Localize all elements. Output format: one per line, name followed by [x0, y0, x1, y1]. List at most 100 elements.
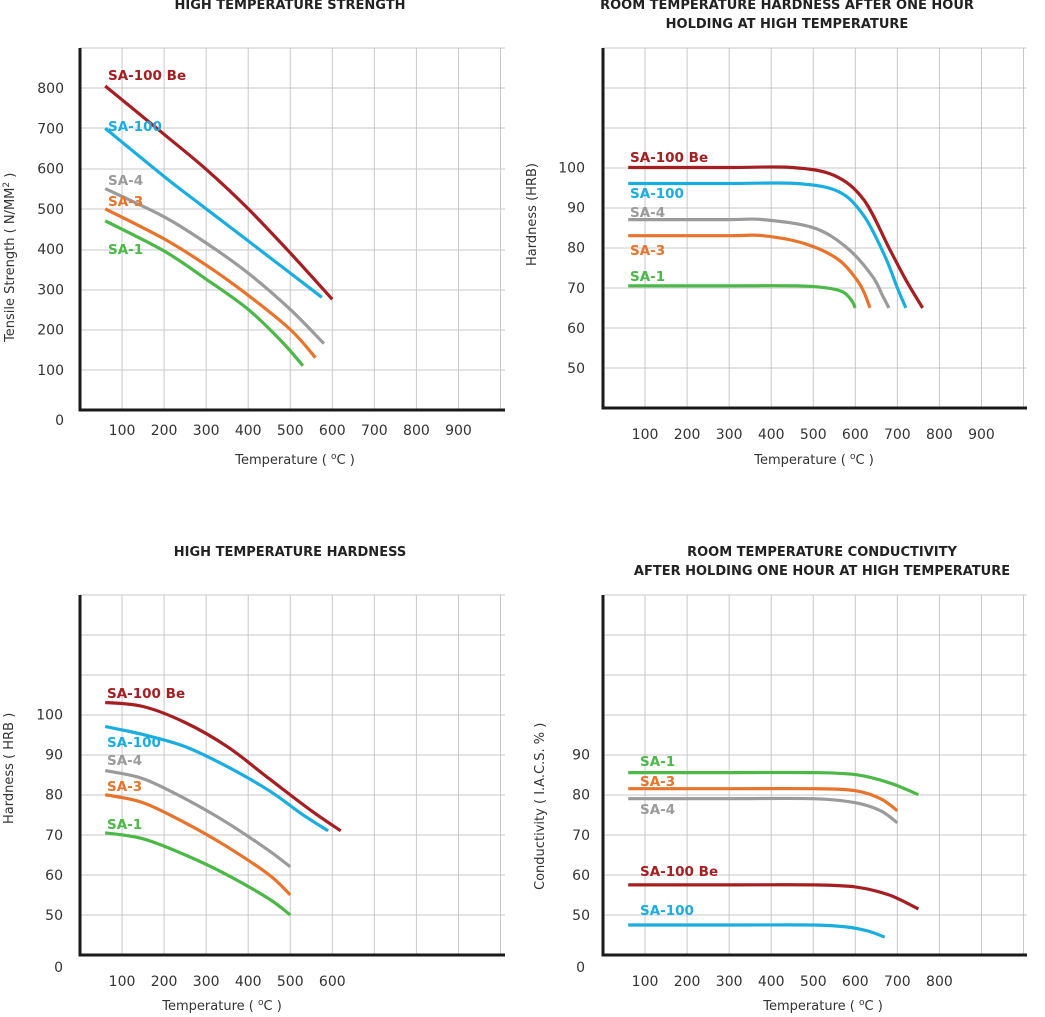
series-label-sa-1: SA-1 — [640, 754, 675, 770]
x-tick-label: 500 — [800, 427, 827, 443]
chart-title-line: ROOM TEMPERATURE HARDNESS AFTER ONE HOUR — [600, 0, 974, 13]
x-tick-label: 800 — [926, 974, 953, 990]
x-tick-label: 500 — [277, 974, 304, 990]
series-line-sa-100-be — [104, 84, 334, 301]
y-tick-label: 100 — [558, 161, 585, 177]
series-line-sa-100 — [104, 127, 323, 299]
plot-area: 100 200 300 400 500 600 700 800 50 60 70 80 90 0 SA-1 S… — [572, 594, 1027, 990]
y-tick-label: 100 — [36, 708, 63, 724]
x-tick-label: 400 — [235, 974, 262, 990]
plot-area: 100 200 300 400 500 600 700 800 900 50 60 70 80 90 100… — [558, 47, 1027, 443]
x-axis-label: Temperature ( oC ) — [754, 452, 874, 468]
chart-title-line: HIGH TEMPERATURE HARDNESS — [173, 545, 407, 560]
series-line-sa-3 — [628, 786, 899, 813]
series-line-sa-4 — [104, 769, 292, 869]
x-tick-label: 300 — [193, 423, 220, 439]
y-origin-label: 0 — [54, 960, 63, 976]
y-tick-label: 90 — [572, 748, 590, 764]
x-tick-label: 200 — [674, 974, 701, 990]
x-tick-label: 800 — [403, 423, 430, 439]
x-tick-label: 700 — [361, 423, 388, 439]
x-tick-label: 500 — [800, 974, 827, 990]
y-axis-label: Hardness ( HRB ) — [2, 712, 17, 824]
x-axis-label: Temperature ( oC ) — [763, 998, 883, 1014]
series-line-sa-3 — [628, 233, 872, 309]
chart-high-temperature-strength: HIGH TEMPERATURE STRENGTH 100 200 300 400 50… — [0, 0, 520, 500]
x-tick-label: 200 — [674, 427, 701, 443]
y-tick-label: 50 — [572, 908, 590, 924]
x-tick-label: 200 — [151, 423, 178, 439]
series-line-sa-1 — [628, 284, 857, 309]
y-tick-label: 70 — [572, 828, 590, 844]
x-tick-label: 600 — [842, 427, 869, 443]
series-line-sa-100 — [104, 724, 329, 833]
y-tick-label: 70 — [567, 281, 585, 297]
x-tick-label: 900 — [968, 427, 995, 443]
y-tick-label: 80 — [45, 788, 63, 804]
x-tick-label: 100 — [632, 427, 659, 443]
chart-room-temperature-conductivity: ROOM TEMPERATURE CONDUCTIVITY AFTER HOLD… — [522, 510, 1045, 1017]
x-tick-label: 600 — [319, 423, 346, 439]
series-line-sa-1 — [104, 219, 305, 367]
series-line-sa-100-be — [628, 883, 920, 911]
y-tick-label: 600 — [37, 162, 64, 178]
y-tick-label: 100 — [37, 363, 64, 379]
x-tick-label: 100 — [109, 423, 136, 439]
series-line-sa-3 — [104, 207, 317, 359]
x-axis-label: Temperature ( oC ) — [162, 998, 282, 1014]
chart-title-line: AFTER HOLDING ONE HOUR AT HIGH TEMPERATU… — [633, 564, 1011, 579]
y-tick-label: 80 — [567, 241, 585, 257]
x-tick-label: 300 — [716, 974, 743, 990]
x-tick-label: 400 — [758, 974, 785, 990]
x-tick-label: 700 — [884, 974, 911, 990]
y-tick-label: 700 — [37, 121, 64, 137]
y-axis-label: Tensile Strength ( N/MM2 ) — [2, 172, 18, 342]
x-tick-label: 600 — [842, 974, 869, 990]
y-tick-label: 80 — [572, 788, 590, 804]
series-label-sa-100-be: SA-100 Be — [107, 686, 185, 702]
y-tick-label: 0 — [55, 413, 64, 429]
series-label-sa-1: SA-1 — [108, 242, 143, 258]
y-tick-label: 500 — [37, 202, 64, 218]
series-label-sa-100-be: SA-100 Be — [108, 68, 186, 84]
y-tick-label: 60 — [572, 868, 590, 884]
y-tick-label: 60 — [567, 321, 585, 337]
chart-title-line: HIGH TEMPERATURE STRENGTH — [174, 0, 406, 13]
series-label-sa-1: SA-1 — [630, 269, 665, 285]
x-tick-label: 900 — [445, 423, 472, 439]
x-tick-label: 800 — [926, 427, 953, 443]
series-label-sa-4: SA-4 — [108, 173, 143, 189]
series-label-sa-4: SA-4 — [107, 753, 142, 769]
y-tick-label: 90 — [567, 201, 585, 217]
x-tick-label: 500 — [277, 423, 304, 439]
x-tick-label: 100 — [632, 974, 659, 990]
chart-title: ROOM TEMPERATURE CONDUCTIVITY AFTER HOLD… — [572, 543, 1045, 581]
y-tick-label: 50 — [45, 908, 63, 924]
chart-title-line: ROOM TEMPERATURE CONDUCTIVITY — [687, 545, 957, 560]
series-label-sa-3: SA-3 — [640, 774, 675, 790]
chart-room-temperature-hardness: ROOM TEMPERATURE HARDNESS AFTER ONE HOUR… — [522, 0, 1045, 500]
series-line-sa-1 — [104, 831, 292, 917]
y-tick-label: 90 — [45, 748, 63, 764]
series-line-sa-1 — [628, 770, 920, 797]
series-label-sa-4: SA-4 — [640, 802, 675, 818]
plot-area: 100 200 300 400 500 600 700 800 900 0 100 200 300 400… — [37, 47, 505, 439]
y-axis-label: Conductivity ( I.A.C.S. % ) — [533, 722, 548, 890]
series-label-sa-3: SA-3 — [630, 243, 665, 259]
y-tick-label: 50 — [567, 361, 585, 377]
series-line-sa-4 — [104, 187, 326, 345]
y-tick-label: 800 — [37, 81, 64, 97]
series-label-sa-100: SA-100 — [630, 186, 684, 202]
y-tick-label: 300 — [37, 282, 64, 298]
series-line-sa-100 — [628, 923, 886, 939]
series-line-sa-100 — [628, 181, 908, 309]
y-origin-label: 0 — [576, 960, 585, 976]
chart-title: ROOM TEMPERATURE HARDNESS AFTER ONE HOUR… — [562, 0, 1012, 34]
series-line-sa-4 — [628, 796, 899, 825]
series-label-sa-100-be: SA-100 Be — [640, 864, 718, 880]
series-label-sa-100: SA-100 — [107, 735, 161, 751]
x-tick-label: 100 — [109, 974, 136, 990]
series-line-sa-100-be — [628, 165, 924, 309]
series-label-sa-3: SA-3 — [108, 194, 143, 210]
series-line-sa-100-be — [105, 700, 342, 833]
